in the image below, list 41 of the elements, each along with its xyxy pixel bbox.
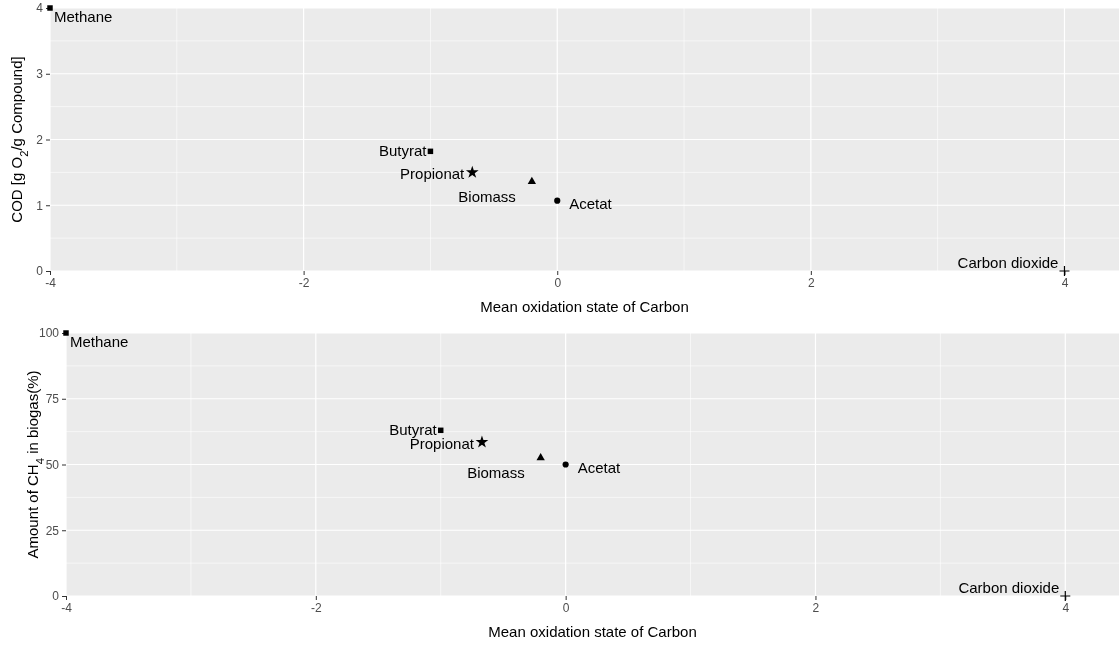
y-tick-label: 4 xyxy=(36,1,44,16)
point xyxy=(562,461,569,468)
series-label: Butyrat xyxy=(389,421,438,439)
point xyxy=(527,176,537,184)
point xyxy=(465,165,479,178)
y-tick-label: 3 xyxy=(36,67,44,82)
series-label: Biomass xyxy=(458,187,516,205)
x-axis-title: Mean oxidation state of Carbon xyxy=(480,298,689,315)
x-tick-label: -2 xyxy=(298,275,310,290)
x-tick-label: 4 xyxy=(1061,275,1069,290)
y-tick-label: 75 xyxy=(45,392,60,407)
y-tick-label: 50 xyxy=(45,457,60,472)
point xyxy=(554,197,561,204)
series-label: Acetat xyxy=(569,194,613,212)
series-label: Carbon dioxide xyxy=(958,579,1060,596)
series-label: Methane xyxy=(54,8,113,25)
y-tick-label: 100 xyxy=(38,326,60,341)
x-axis-title: Mean oxidation state of Carbon xyxy=(488,623,697,640)
x-tick-label: 4 xyxy=(1062,600,1070,615)
y-tick-label: 0 xyxy=(52,589,60,604)
y-tick-label: 25 xyxy=(45,523,60,538)
point xyxy=(536,453,545,461)
x-tick-label: 0 xyxy=(562,600,570,615)
series-label: Butyrat xyxy=(378,142,428,160)
series-label: Propionat xyxy=(400,165,466,183)
x-tick-label: -4 xyxy=(45,275,57,290)
point xyxy=(1059,590,1071,602)
x-tick-label: 2 xyxy=(812,600,820,615)
series-label: Acetat xyxy=(577,458,621,476)
x-tick-label: -2 xyxy=(310,600,322,615)
x-tick-label: 0 xyxy=(554,275,562,290)
y-tick-label: 2 xyxy=(36,132,44,147)
point xyxy=(1058,265,1071,277)
series-label: Methane xyxy=(70,333,129,350)
series-label: Biomass xyxy=(467,463,525,481)
x-tick-label: -4 xyxy=(61,600,73,615)
x-tick-label: 2 xyxy=(808,275,816,290)
y-tick-label: 0 xyxy=(36,264,44,279)
y-tick-label: 1 xyxy=(36,198,44,213)
point xyxy=(475,435,489,448)
series-label: Carbon dioxide xyxy=(957,254,1059,271)
